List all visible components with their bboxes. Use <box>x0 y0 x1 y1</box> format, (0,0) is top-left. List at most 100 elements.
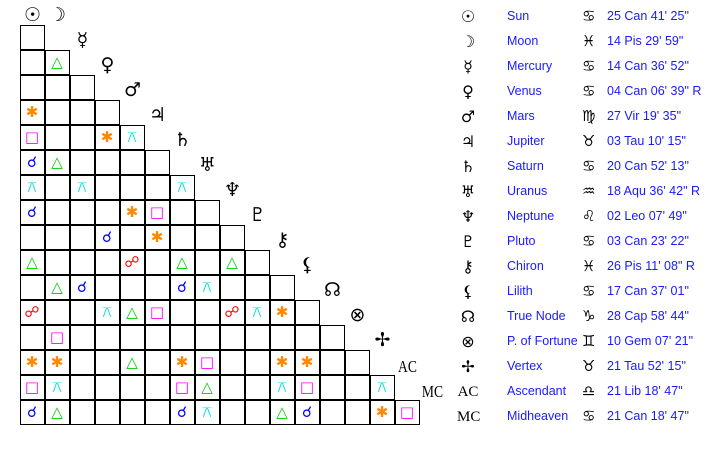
zodiac-sign-icon: ♋ <box>582 57 596 75</box>
aspect-opp-icon: ☍ <box>224 302 240 321</box>
aspect-cell <box>69 324 95 350</box>
planet-row: AC Ascendant ♎ 21 Lib 18' 47" <box>455 380 705 405</box>
planet-name[interactable]: Moon <box>507 34 539 48</box>
zodiac-sign-icon: ♑ <box>582 307 596 325</box>
planet-name[interactable]: Chiron <box>507 259 544 273</box>
aspect-cell: □ <box>144 299 170 325</box>
aspect-cell <box>144 274 170 300</box>
zodiac-sign-icon: ♋ <box>582 232 596 250</box>
planet-icon: MC <box>457 409 481 425</box>
aspect-cell <box>144 149 170 175</box>
aspect-sq-icon: □ <box>49 327 65 346</box>
aspect-cell <box>69 399 95 425</box>
planet-name[interactable]: Ascendant <box>507 384 567 398</box>
aspect-cell <box>319 324 345 350</box>
planet-name[interactable]: Midheaven <box>507 409 569 423</box>
planet-name[interactable]: True Node <box>507 309 566 323</box>
planet-position: 21 Tau 52' 15" <box>607 359 686 373</box>
aspect-cell <box>94 99 120 125</box>
zodiac-sign-icon: ♉ <box>582 357 596 375</box>
zodiac-sign-icon: ♒ <box>582 182 596 200</box>
aspect-grid: ☉ ☽ ☿ △ ♀ ♂ ✱ ♃ □ ✱ ⚻ ♄ ☌ △ ♅ ⚻ ⚻ ⚻ ♆ ☌ ✱ □ ♇ ☌ ✱ ⚷ △ ☍ △ △ ⚸ △ ☌ ☌ ⚻ ☊ ☍ ⚻ △ □… <box>19 4 443 425</box>
zodiac-sign-icon: ♋ <box>582 7 596 25</box>
aspect-cell: △ <box>119 299 145 325</box>
aspect-qcx-icon: ⚻ <box>252 302 262 321</box>
planet-row: ☽ Moon ♓ 14 Pis 29' 59" <box>455 30 705 55</box>
aspect-cell: ☌ <box>294 399 320 425</box>
aspect-cell <box>69 249 95 275</box>
aspect-cell: ✱ <box>369 399 395 425</box>
aspect-cell: □ <box>144 199 170 225</box>
planet-position: 28 Cap 58' 44" <box>607 309 689 323</box>
planet-name[interactable]: Venus <box>507 84 542 98</box>
aspect-cell <box>194 324 220 350</box>
aspect-tri-icon: △ <box>126 352 138 371</box>
aspect-cell <box>194 199 220 225</box>
planet-name[interactable]: Lilith <box>507 284 533 298</box>
aspect-cell <box>44 99 70 125</box>
aspect-cell: ✱ <box>19 99 45 125</box>
planet-name[interactable]: Uranus <box>507 184 548 198</box>
planet-position: 18 Aqu 36' 42" R <box>607 184 701 198</box>
planet-icon: ☊ <box>460 307 476 326</box>
planet-name[interactable]: Mercury <box>507 59 553 73</box>
aspect-cell <box>119 149 145 175</box>
grid-planet-symbol-venus: ♀ <box>100 54 115 76</box>
aspect-cell <box>219 324 245 350</box>
zodiac-sign-icon: ♊ <box>582 332 596 350</box>
aspect-cell <box>244 374 270 400</box>
planet-name[interactable]: Pluto <box>507 234 536 248</box>
planet-row: ♀ Venus ♋ 04 Can 06' 39" R <box>455 80 705 105</box>
aspect-cell <box>119 224 145 250</box>
planet-row: ☉ Sun ♋ 25 Can 41' 25" <box>455 5 705 30</box>
aspect-cell <box>44 124 70 150</box>
grid-planet-symbol-ascendant: AC <box>398 357 417 376</box>
aspect-cell: △ <box>219 249 245 275</box>
aspect-cell <box>119 374 145 400</box>
aspect-tri-icon: △ <box>226 252 238 271</box>
grid-planet-symbol-moon: ☽ <box>48 4 67 26</box>
aspect-cell: ✱ <box>269 299 295 325</box>
aspect-cell <box>194 249 220 275</box>
aspect-cell <box>19 274 45 300</box>
planet-position: 27 Vir 19' 35" <box>607 109 682 123</box>
aspect-cell <box>219 224 245 250</box>
planet-icon: ♂ <box>460 107 476 126</box>
aspect-cell <box>69 224 95 250</box>
planet-position: 20 Can 52' 13" <box>607 159 689 173</box>
planet-position: 03 Tau 10' 15" <box>607 134 686 148</box>
planet-position: 26 Pis 11' 08" R <box>607 259 695 273</box>
planet-name[interactable]: Saturn <box>507 159 544 173</box>
planet-name[interactable]: P. of Fortune <box>507 334 578 348</box>
planet-icon: ♀ <box>462 82 474 101</box>
planet-name[interactable]: Vertex <box>507 359 543 373</box>
aspect-cell <box>69 299 95 325</box>
planet-name[interactable]: Mars <box>507 109 535 123</box>
grid-planet-symbol-mars: ♂ <box>123 79 142 101</box>
aspect-cell <box>144 249 170 275</box>
aspect-cell <box>19 24 45 50</box>
aspect-cell: ☌ <box>19 199 45 225</box>
planet-icon: ⚸ <box>462 282 474 301</box>
planet-row: ⊗ P. of Fortune ♊ 10 Gem 07' 21" <box>455 330 705 355</box>
planet-icon: ☉ <box>460 7 476 26</box>
aspect-cell: ⚻ <box>44 374 70 400</box>
planet-row: ♂ Mars ♍ 27 Vir 19' 35" <box>455 105 705 130</box>
planet-name[interactable]: Neptune <box>507 209 555 223</box>
aspect-cell <box>194 224 220 250</box>
aspect-tri-icon: △ <box>176 252 188 271</box>
grid-planet-symbol-vertex: ✢ <box>374 329 391 351</box>
aspect-cell: ✱ <box>119 199 145 225</box>
planet-name[interactable]: Jupiter <box>507 134 545 148</box>
grid-planet-symbol-uranus: ♅ <box>198 154 217 176</box>
planet-name[interactable]: Sun <box>507 9 530 23</box>
grid-planet-symbol-true-node: ☊ <box>324 279 341 301</box>
aspect-cell: □ <box>44 324 70 350</box>
aspect-qcx-icon: ⚻ <box>52 377 62 396</box>
aspect-cell <box>144 324 170 350</box>
aspect-cell <box>69 199 95 225</box>
aspect-cell <box>119 399 145 425</box>
aspect-cell <box>219 274 245 300</box>
planet-position: 17 Can 37' 01" <box>607 284 689 298</box>
grid-planet-symbol-jupiter: ♃ <box>148 104 167 126</box>
